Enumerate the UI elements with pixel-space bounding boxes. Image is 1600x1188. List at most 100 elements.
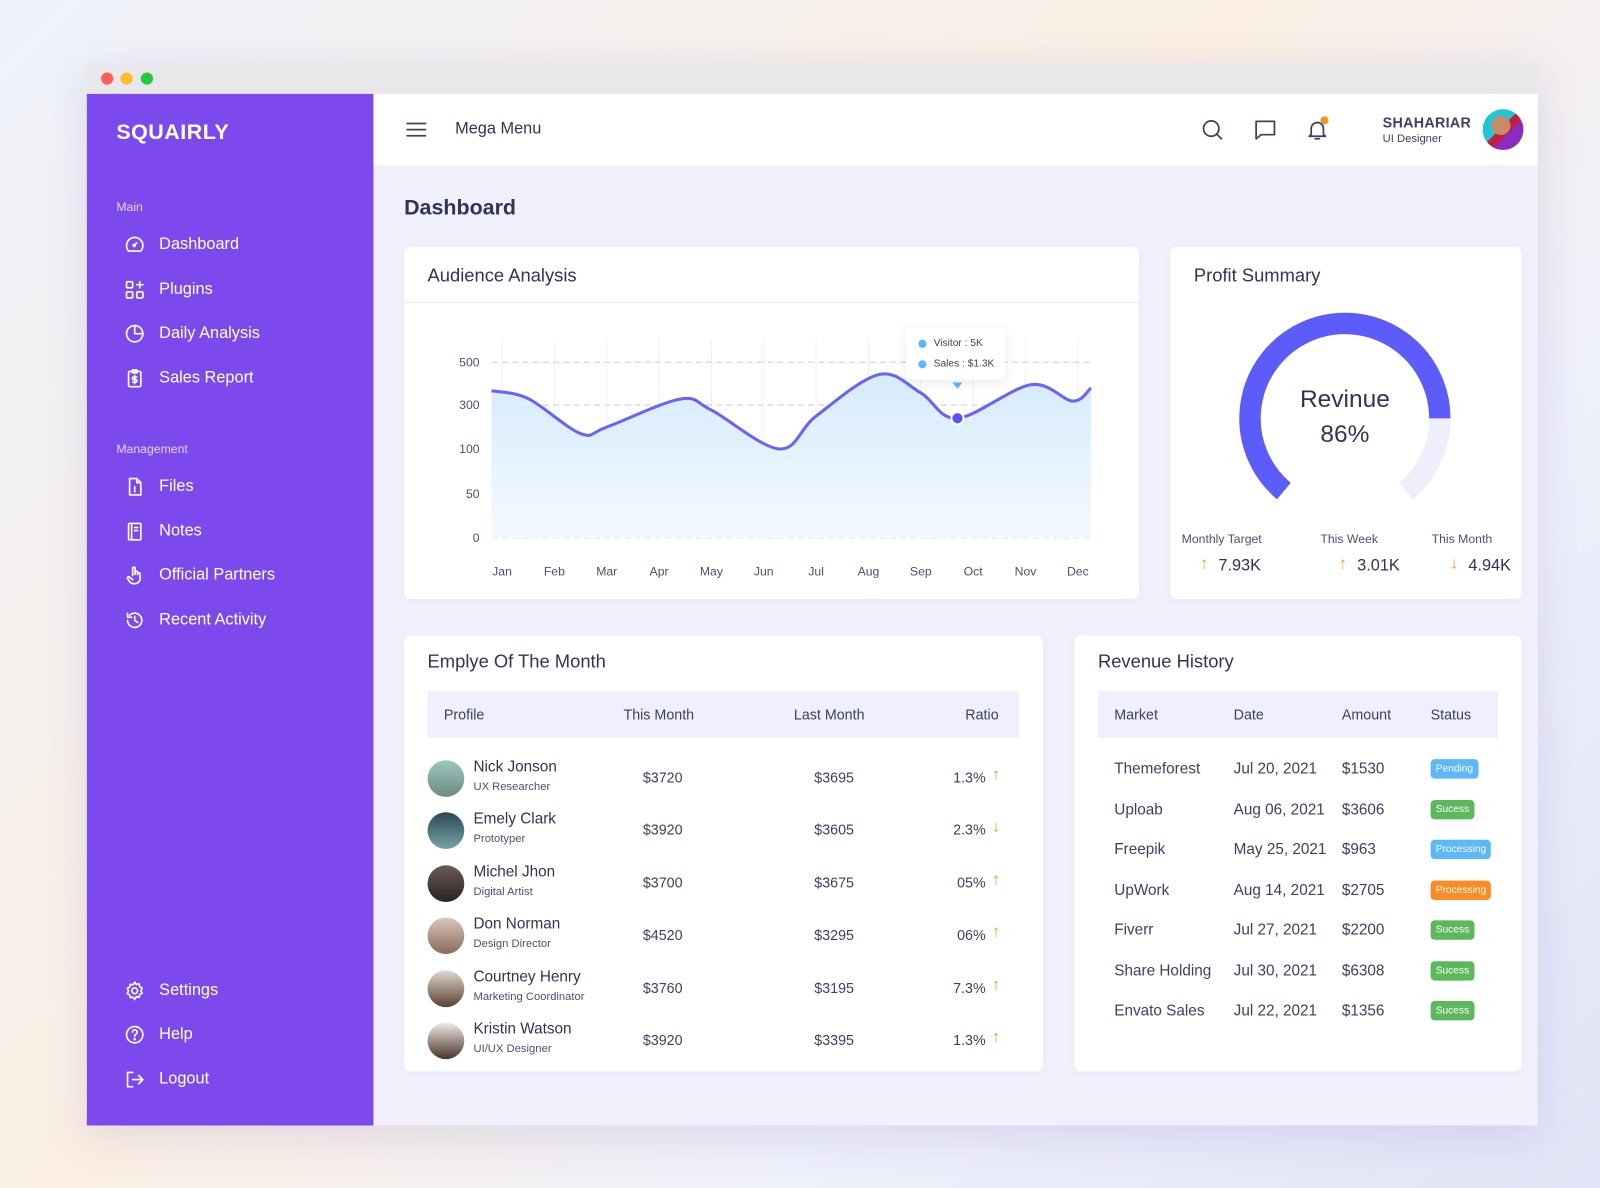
notifications-button[interactable] [1305,116,1329,147]
highlight-point [950,411,965,426]
ratio-value: 1.3% [953,1031,986,1048]
mega-menu-link[interactable]: Mega Menu [455,120,542,138]
sidebar-item-official-partners[interactable]: Official Partners [116,558,351,593]
amount: $1356 [1341,1002,1385,1020]
sidebar-item-files[interactable]: Files [116,469,351,504]
column-header: This Month [623,706,695,723]
status-badge[interactable]: Processing [1430,839,1492,860]
sidebar-item-recent-activity[interactable]: Recent Activity [116,603,351,638]
employee-avatar [427,760,465,797]
market-name: Freepik [1114,840,1166,859]
sidebar-item-settings[interactable]: Settings [116,973,351,1008]
top-header: Mega Menu SHAHARIAR UI Designer [373,93,1538,166]
user-avatar[interactable] [1482,109,1524,150]
sidebar-item-dashboard[interactable]: Dashboard [116,228,351,263]
table-row: Courtney Henry Marketing Coordinator $3760… [404,966,1043,1013]
amount: $963 [1341,840,1376,859]
employee-role: Prototyper [473,833,526,846]
sidebar-item-help[interactable]: Help [116,1017,351,1052]
employee-name: Kristin Watson [473,1020,572,1038]
hand-icon [126,566,141,585]
y-tick-label: 50 [466,487,480,501]
employee-role: Marketing Coordinator [473,990,585,1003]
messages-button[interactable] [1253,117,1277,147]
x-tick-label: Jun [754,565,774,579]
help-icon [125,1025,144,1044]
date: Aug 06, 2021 [1233,800,1325,818]
table-row: Michel Jhon Digital Artist $3700 $3675 05% ↑ [404,861,1043,908]
column-header: Amount [1341,706,1392,723]
sidebar-item-notes[interactable]: Notes [116,514,351,549]
table-row: Share Holding Jul 30, 2021 $6308 Sucess [1074,960,1521,993]
status-badge[interactable]: Sucess [1430,799,1475,819]
sidebar-item-label: Settings [159,981,219,999]
minimize-window-button[interactable] [120,72,133,85]
column-header: Profile [443,706,485,723]
employee-role: UI/UX Designer [473,1042,552,1056]
notification-dot [1320,116,1329,125]
gauge-label: Revinue [1299,385,1390,414]
sidebar-item-sales-report[interactable]: Sales Report [116,361,351,396]
employee-name: Nick Jonson [473,758,557,776]
date: Aug 14, 2021 [1233,881,1325,899]
employee-avatar [427,917,465,955]
hamburger-icon [406,122,427,137]
this-month-value: $3700 [642,874,683,891]
hamburger-menu-button[interactable] [404,117,428,147]
status-badge[interactable]: Sucess [1430,960,1475,981]
status-badge[interactable]: Sucess [1430,920,1475,940]
table-row: Envato Sales Jul 22, 2021 $1356 Sucess [1074,1001,1521,1033]
amount: $2200 [1341,921,1385,939]
card-title: Profit Summary [1193,265,1321,286]
arrow-up-icon: ↑ [1199,555,1209,573]
bell-icon [1308,121,1327,140]
card-title: Audience Analysis [427,265,577,286]
sidebar-item-label: Files [159,477,194,495]
y-tick-label: 0 [473,531,480,545]
this-month-value: $3720 [642,769,683,786]
arrow-up-icon: ↑ [991,871,1000,889]
x-tick-label: Jan [492,565,512,579]
employee-avatar [427,865,465,902]
amount: $6308 [1341,961,1385,980]
market-name: Uploab [1114,800,1163,818]
last-month-value: $3695 [814,769,855,786]
search-button[interactable] [1200,117,1224,147]
y-tick-label: 300 [459,398,480,412]
section-label-management: Management [116,441,188,457]
gauge-track [1398,418,1451,500]
employee-avatar [427,812,465,850]
date: May 25, 2021 [1233,840,1327,859]
arrow-up-icon: ↑ [991,976,1000,994]
app-window: SQUAIRLY Main Dashboard Plugins Daily An… [86,63,1538,1126]
stat-label: This Month [1431,531,1493,546]
employee-name: Michel Jhon [473,863,556,881]
arrow-up-icon: ↑ [991,766,1000,784]
brand-logo[interactable]: SQUAIRLY [116,120,230,144]
y-tick-label: 100 [459,442,480,456]
market-name: Fiverr [1114,921,1154,939]
sidebar-item-daily-analysis[interactable]: Daily Analysis [116,316,351,351]
table-row: Freepik May 25, 2021 $963 Processing [1074,839,1521,872]
table-header: Market Date Amount Status [1097,690,1498,738]
sidebar-item-plugins[interactable]: Plugins [116,272,351,307]
sidebar-item-logout[interactable]: Logout [116,1062,351,1097]
sidebar-item-label: Official Partners [159,566,276,584]
arrow-up-icon: ↑ [991,1028,1000,1046]
gauge-icon [125,236,144,252]
tooltip-sales: Sales : $1.3K [933,358,995,370]
revenue-gauge [1239,312,1451,500]
status-badge[interactable]: Pending [1430,759,1479,779]
amount: $3606 [1341,800,1385,818]
column-header: Ratio [965,706,999,723]
maximize-window-button[interactable] [140,72,154,85]
column-header: Last Month [793,706,865,723]
column-header: Market [1114,706,1158,723]
x-tick-label: May [700,565,724,579]
ratio-value: 1.3% [953,769,986,786]
column-header: Date [1233,706,1264,723]
status-badge[interactable]: Sucess [1430,1001,1475,1021]
close-window-button[interactable] [101,72,114,85]
status-badge[interactable]: Processing [1430,880,1492,900]
x-tick-label: Feb [544,565,565,579]
